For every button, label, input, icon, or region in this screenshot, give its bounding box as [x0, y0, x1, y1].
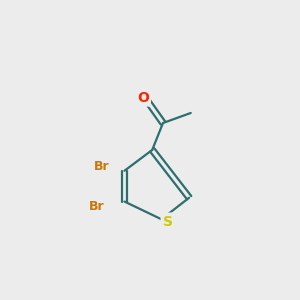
Text: Br: Br [94, 160, 109, 173]
Text: Br: Br [89, 200, 105, 213]
Text: S: S [163, 214, 172, 229]
Text: O: O [137, 91, 149, 105]
